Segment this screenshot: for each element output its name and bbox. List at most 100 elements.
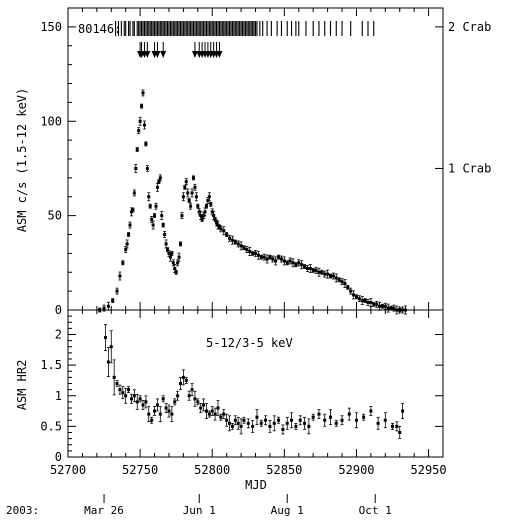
top-data-point	[135, 147, 139, 152]
top-data-point	[395, 305, 399, 315]
bottom-data-point	[290, 412, 294, 429]
top-y-tick-label: 50	[48, 209, 62, 223]
top-data-point	[186, 188, 190, 198]
pointing-arrow	[154, 42, 161, 58]
top-data-point	[239, 241, 243, 251]
bottom-data-point	[391, 422, 395, 430]
top-data-point	[262, 253, 266, 261]
top-data-point	[118, 271, 122, 281]
top-data-point	[170, 250, 174, 256]
top-data-point	[194, 192, 198, 202]
top-data-point	[337, 277, 341, 283]
pointing-arrow	[144, 42, 151, 58]
bottom-data-point	[246, 418, 250, 429]
top-data-point	[297, 259, 301, 267]
bottom-data-point	[127, 386, 131, 394]
bottom-data-point	[401, 403, 405, 419]
bottom-data-point	[268, 419, 272, 433]
observation-marks	[115, 21, 375, 36]
bottom-data-point	[109, 330, 113, 364]
top-data-point	[311, 267, 315, 273]
top-data-point	[164, 239, 168, 249]
bottom-data-point	[334, 419, 338, 427]
bottom-data-point	[329, 409, 332, 426]
top-data-point	[300, 260, 304, 270]
bottom-data-point	[104, 324, 107, 351]
top-data-point	[378, 301, 382, 311]
bottom-data-point	[233, 415, 237, 426]
top-data-point	[354, 294, 358, 300]
top-data-point	[291, 258, 295, 268]
top-data-point	[294, 262, 298, 268]
bottom-data-point	[207, 410, 211, 418]
top-data-point	[106, 301, 110, 311]
bottom-data-point	[193, 390, 197, 407]
top-panel-ticks: 0 50 100 150 1 Crab 2 Crab	[40, 8, 491, 317]
crab-tick-label: 1 Crab	[448, 161, 491, 175]
top-data-point	[189, 202, 193, 210]
top-y-tick-label: 100	[40, 114, 62, 128]
top-data-point	[160, 211, 164, 221]
top-data-point	[346, 284, 350, 290]
top-data-point	[254, 249, 257, 257]
top-data-point	[285, 260, 289, 266]
top-data-point	[320, 269, 324, 275]
bottom-data-point	[158, 406, 162, 423]
top-data-point	[181, 192, 185, 202]
top-data-point	[288, 257, 292, 265]
top-data-point	[274, 256, 278, 266]
bottom-data-point	[222, 409, 226, 420]
top-data-point	[308, 264, 312, 273]
bottom-data-point	[173, 398, 177, 406]
top-data-point	[200, 216, 204, 222]
bottom-data-point	[150, 416, 154, 424]
pointing-arrow	[191, 42, 198, 58]
top-data-point	[166, 247, 170, 253]
pointing-arrow	[216, 42, 223, 58]
bottom-data-point	[213, 407, 217, 421]
bottom-data-point	[230, 422, 234, 430]
x-tick-label: 52800	[194, 463, 230, 477]
top-data-point	[251, 250, 255, 256]
top-series-points	[98, 89, 407, 315]
bottom-data-point	[199, 403, 203, 413]
top-data-point	[279, 255, 283, 263]
top-data-point	[352, 290, 356, 300]
bottom-data-point	[294, 422, 298, 430]
top-data-point	[233, 239, 237, 245]
bottom-data-point	[179, 377, 182, 390]
bottom-data-point	[181, 369, 185, 386]
bottom-data-point	[395, 421, 399, 432]
top-y-axis-label: ASM c/s (1.5-12 keV)	[15, 88, 29, 233]
top-data-point	[158, 174, 162, 182]
bottom-data-point	[170, 406, 174, 423]
top-data-point	[127, 232, 131, 237]
top-data-point	[115, 287, 119, 295]
top-data-point	[265, 254, 269, 264]
bottom-annotation: 5-12/3-5 keV	[206, 336, 293, 350]
top-data-point	[366, 299, 370, 306]
top-data-point	[147, 192, 151, 202]
bottom-data-point	[236, 416, 240, 430]
top-data-point	[369, 298, 373, 307]
top-data-point	[154, 202, 158, 210]
top-data-point	[142, 120, 146, 130]
bottom-data-point	[251, 419, 255, 433]
bottom-data-point	[176, 390, 180, 401]
top-data-point	[343, 279, 347, 288]
top-data-point	[180, 212, 184, 220]
top-data-point	[404, 305, 407, 315]
top-data-point	[225, 232, 229, 237]
bottom-y-tick-label: 0.5	[40, 419, 62, 433]
bottom-data-point	[354, 412, 358, 429]
top-data-point	[128, 221, 132, 229]
top-data-point	[329, 273, 332, 279]
bottom-data-point	[124, 387, 128, 404]
top-data-point	[228, 234, 232, 242]
top-data-point	[184, 178, 188, 186]
top-data-point	[268, 254, 272, 260]
bottom-data-point	[347, 407, 351, 421]
top-data-point	[242, 245, 246, 251]
bottom-y-tick-label: 2	[55, 328, 62, 342]
